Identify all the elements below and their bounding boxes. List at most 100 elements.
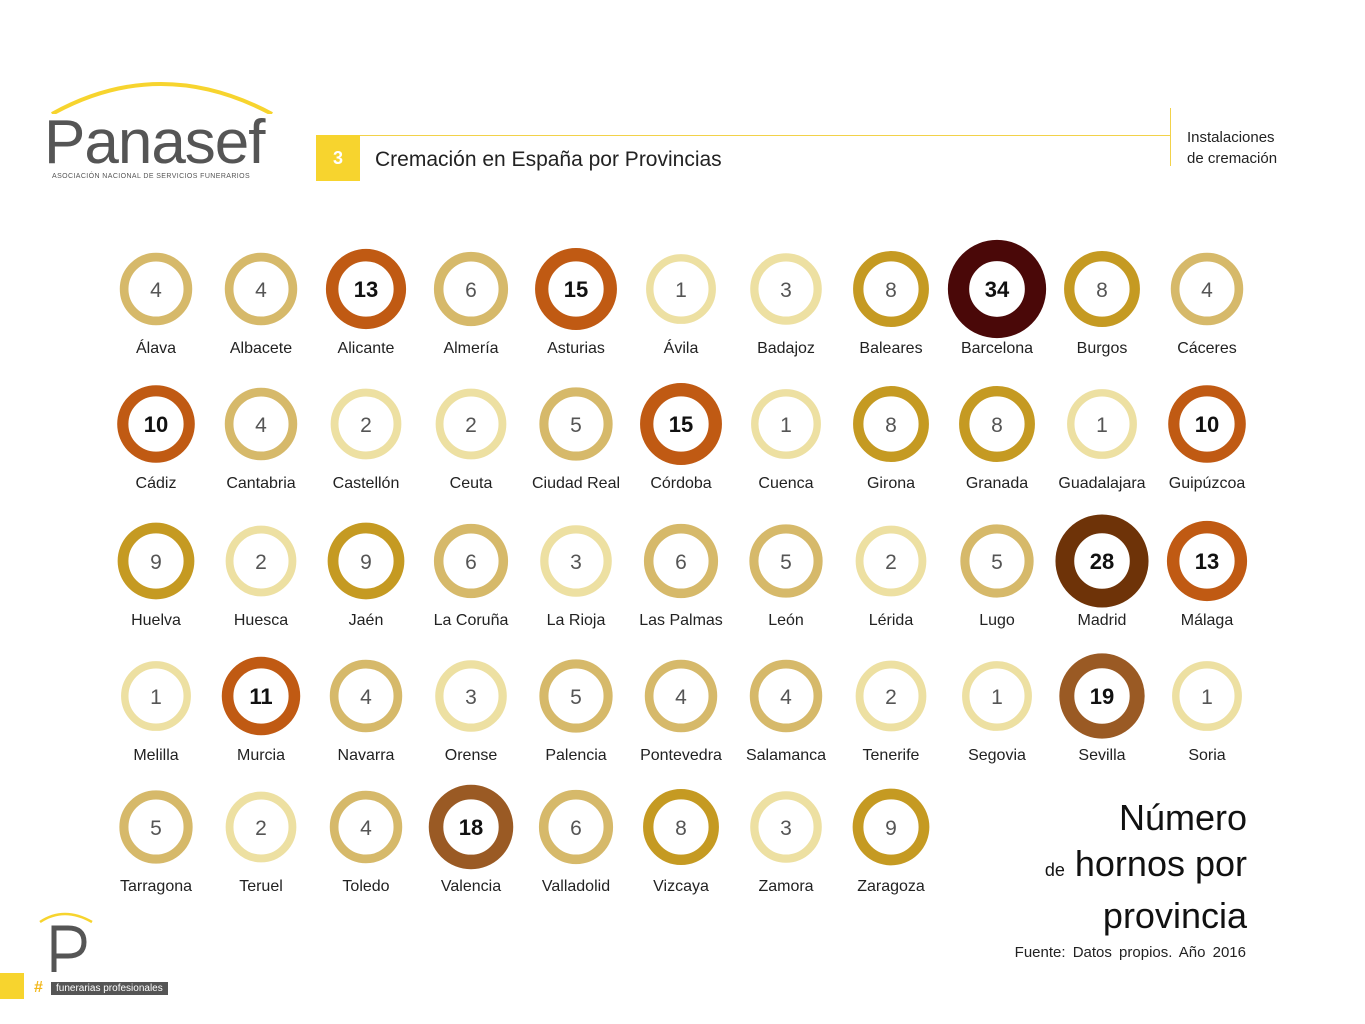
page-title: Cremación en España por Provincias bbox=[375, 148, 722, 171]
province-value-label: 5 bbox=[570, 414, 582, 437]
province-name-label: Ciudad Real bbox=[532, 475, 620, 492]
province-value-label: 18 bbox=[459, 815, 483, 840]
footer-p-logo-icon bbox=[39, 912, 93, 972]
logo-arc-icon bbox=[51, 82, 273, 114]
province-value-label: 5 bbox=[150, 817, 162, 840]
province-ring bbox=[855, 660, 927, 732]
province-name-label: Huesca bbox=[234, 612, 288, 629]
province-ring bbox=[224, 252, 298, 326]
province-name-label: Zaragoza bbox=[857, 878, 925, 895]
footer-hash: # bbox=[34, 979, 43, 996]
province-name-label: Barcelona bbox=[961, 340, 1033, 357]
province-value-label: 10 bbox=[1195, 412, 1219, 437]
section-label-line2: de cremación bbox=[1187, 150, 1278, 167]
province-value-label: 9 bbox=[150, 551, 162, 574]
province-value-label: 2 bbox=[885, 686, 897, 709]
province-value-label: 34 bbox=[985, 277, 1010, 302]
province-name-label: Toledo bbox=[342, 878, 389, 895]
logo-wordmark: Panasef bbox=[44, 108, 266, 177]
province-value-label: 15 bbox=[669, 412, 693, 437]
province-name-label: Orense bbox=[445, 747, 498, 764]
province-value-label: 3 bbox=[570, 551, 582, 574]
province-name-label: Cuenca bbox=[758, 475, 813, 492]
province-name-label: Guadalajara bbox=[1058, 475, 1145, 492]
section-number-badge: 3 bbox=[316, 135, 360, 181]
province-value-label: 1 bbox=[1096, 414, 1108, 437]
province-name-label: Teruel bbox=[239, 878, 283, 895]
province-name-label: Pontevedra bbox=[640, 747, 722, 764]
province-name-label: Asturias bbox=[547, 340, 605, 357]
section-label-line1: Instalaciones bbox=[1187, 129, 1275, 146]
province-name-label: Cáceres bbox=[1177, 340, 1237, 357]
province-ring bbox=[538, 789, 614, 865]
province-ring bbox=[749, 524, 823, 598]
province-value-label: 3 bbox=[780, 817, 792, 840]
province-value-label: 2 bbox=[360, 414, 372, 437]
province-value-label: 4 bbox=[1201, 279, 1213, 302]
province-name-label: Cádiz bbox=[136, 475, 177, 492]
province-ring bbox=[750, 253, 822, 325]
side-title-small: de bbox=[1044, 860, 1065, 880]
province-name-label: Córdoba bbox=[650, 475, 711, 492]
province-name-label: Cantabria bbox=[226, 475, 295, 492]
province-ring bbox=[962, 661, 1032, 731]
province-ring bbox=[1059, 653, 1145, 739]
province-value-label: 3 bbox=[780, 279, 792, 302]
province-name-label: Segovia bbox=[968, 747, 1026, 764]
province-name-label: Guipúzcoa bbox=[1169, 475, 1246, 492]
province-name-label: Murcia bbox=[237, 747, 285, 764]
province-value-label: 2 bbox=[885, 551, 897, 574]
province-ring bbox=[853, 251, 929, 327]
province-value-label: 1 bbox=[991, 686, 1003, 709]
province-value-label: 8 bbox=[1096, 279, 1108, 302]
chart-side-title: Número de hornos por provincia bbox=[1045, 795, 1247, 939]
province-name-label: Lugo bbox=[979, 612, 1015, 629]
province-name-label: Huelva bbox=[131, 612, 181, 629]
province-name-label: Navarra bbox=[338, 747, 395, 764]
header-vertical-divider bbox=[1170, 108, 1171, 166]
province-ring bbox=[117, 385, 195, 463]
province-ring bbox=[224, 387, 298, 461]
province-value-label: 4 bbox=[780, 686, 792, 709]
province-name-label: Soria bbox=[1188, 747, 1225, 764]
province-name-label: Palencia bbox=[545, 747, 606, 764]
province-value-label: 4 bbox=[255, 414, 267, 437]
province-ring bbox=[960, 524, 1034, 598]
province-name-label: Castellón bbox=[333, 475, 400, 492]
province-ring bbox=[644, 659, 718, 733]
province-ring bbox=[1168, 385, 1246, 463]
province-value-label: 6 bbox=[570, 817, 582, 840]
province-value-label: 3 bbox=[465, 686, 477, 709]
side-title-line1: Número bbox=[1118, 797, 1247, 838]
province-name-label: Baleares bbox=[859, 340, 922, 357]
province-value-label: 1 bbox=[675, 279, 687, 302]
province-name-label: Sevilla bbox=[1078, 747, 1125, 764]
province-ring bbox=[539, 387, 613, 461]
province-name-label: Albacete bbox=[230, 340, 292, 357]
province-name-label: Jaén bbox=[349, 612, 384, 629]
province-ring bbox=[1172, 661, 1242, 731]
province-value-label: 8 bbox=[675, 817, 687, 840]
province-ring bbox=[1064, 251, 1140, 327]
province-value-label: 28 bbox=[1090, 549, 1114, 574]
province-name-label: Álava bbox=[136, 338, 176, 357]
province-value-label: 13 bbox=[354, 277, 378, 302]
province-ring bbox=[1170, 252, 1244, 326]
province-ring bbox=[640, 383, 722, 465]
province-name-label: Girona bbox=[867, 475, 915, 492]
province-name-label: Ávila bbox=[664, 338, 699, 357]
province-value-label: 4 bbox=[675, 686, 687, 709]
province-ring bbox=[435, 660, 507, 732]
province-ring bbox=[643, 523, 719, 599]
province-value-label: 15 bbox=[564, 277, 588, 302]
province-ring bbox=[327, 522, 405, 600]
province-ring bbox=[855, 525, 927, 597]
province-value-label: 13 bbox=[1195, 549, 1219, 574]
province-value-label: 4 bbox=[360, 817, 372, 840]
province-ring bbox=[751, 389, 821, 459]
province-ring bbox=[643, 789, 719, 865]
side-title-line2: hornos por bbox=[1074, 843, 1247, 884]
province-ring bbox=[539, 659, 613, 733]
province-ring bbox=[959, 386, 1035, 462]
